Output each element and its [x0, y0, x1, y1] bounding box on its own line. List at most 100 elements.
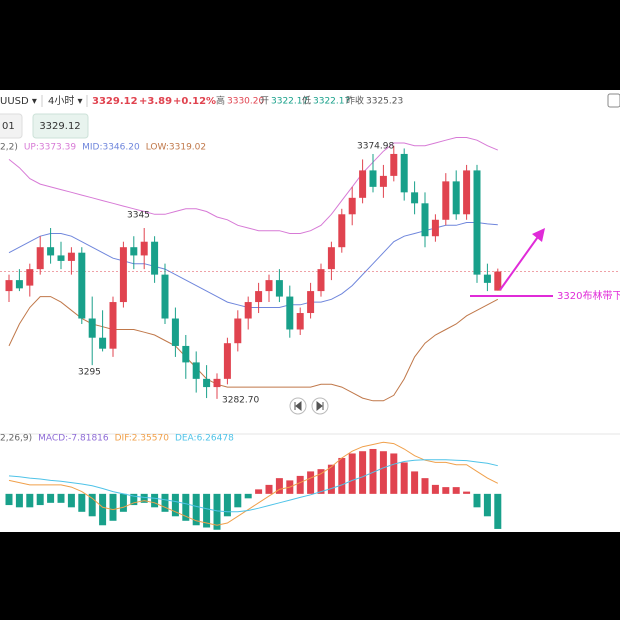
- macd-bar: [411, 471, 419, 494]
- macd-bar: [307, 471, 315, 494]
- interval[interactable]: 4小时 ▾: [48, 95, 83, 107]
- change-pct: +0.12%: [173, 96, 216, 107]
- candle-body: [192, 362, 200, 379]
- legend-item: LOW:3319.02: [146, 143, 206, 153]
- macd-bar: [390, 453, 398, 494]
- macd-bar: [317, 469, 325, 494]
- macd-bar: [359, 451, 367, 494]
- candle-body: [244, 302, 252, 319]
- legend-item: MACD:-7.81816: [38, 434, 109, 444]
- candle-body: [88, 318, 96, 338]
- macd-bar: [255, 489, 263, 494]
- candle-body: [213, 378, 221, 388]
- open-label: 开: [260, 96, 269, 107]
- candle-body: [47, 247, 55, 256]
- next-icon: [316, 400, 324, 412]
- low-label: 低: [302, 95, 311, 107]
- legend-item: DIF:2.35570: [115, 434, 170, 444]
- macd-bar: [338, 457, 346, 494]
- candle-body: [296, 313, 304, 330]
- macd-bar: [36, 493, 44, 506]
- input-box[interactable]: [0, 113, 23, 139]
- candle-body: [265, 280, 273, 292]
- candle-body: [379, 175, 387, 187]
- legend-item: UP:3373.39: [24, 143, 77, 153]
- macd-bar: [67, 493, 75, 508]
- macd-bar: [78, 493, 86, 512]
- price-box[interactable]: [32, 113, 89, 139]
- candle-body: [338, 214, 346, 248]
- high: 3330.20: [227, 97, 264, 107]
- price-box-value[interactable]: 3329.12: [39, 121, 80, 132]
- candle-body: [57, 255, 65, 261]
- candle-body: [130, 247, 138, 256]
- menu-button[interactable]: [607, 93, 620, 108]
- candle-body: [400, 153, 408, 193]
- candle-body: [203, 378, 211, 388]
- candle-body: [442, 181, 450, 220]
- candle-body: [473, 170, 481, 275]
- macd-bar: [57, 493, 65, 503]
- macd-bar: [47, 493, 55, 503]
- macd-bar: [182, 493, 190, 521]
- candle-body: [182, 345, 190, 363]
- candle-body: [109, 302, 117, 349]
- candle-body: [483, 274, 491, 283]
- candle-body: [234, 318, 242, 344]
- macd-bar: [431, 484, 439, 494]
- candle-body: [390, 153, 398, 176]
- macd-bar: [203, 493, 211, 528]
- input-value[interactable]: 01: [2, 121, 15, 132]
- candle-body: [5, 280, 13, 292]
- band-line: [8, 137, 498, 234]
- drawn-arrow: [499, 233, 541, 291]
- macd-bar: [161, 493, 169, 512]
- candle-body: [171, 318, 179, 346]
- macd-bar: [296, 475, 304, 494]
- legend-item: 2,2): [0, 143, 18, 153]
- candle-body: [286, 296, 294, 330]
- macd-bar: [265, 484, 273, 494]
- macd-bar: [151, 493, 159, 508]
- candle-body: [140, 241, 148, 256]
- candle-body: [327, 247, 335, 270]
- macd-bar: [130, 493, 138, 506]
- macd-line: [8, 459, 498, 513]
- macd-bar: [88, 493, 96, 517]
- price-annotation: 3374.98: [357, 142, 394, 152]
- candle-body: [99, 337, 107, 349]
- candle-body: [421, 203, 429, 237]
- candle-body: [307, 291, 315, 314]
- legend-item: DEA:6.26478: [175, 434, 234, 444]
- legend-item: MID:3346.20: [82, 143, 140, 153]
- high-label: 高: [216, 95, 225, 107]
- macd-bar: [192, 493, 200, 526]
- macd-bar: [494, 493, 502, 529]
- candle-body: [359, 170, 367, 198]
- macd-bar: [327, 464, 335, 494]
- candle-body: [151, 241, 159, 275]
- candle-body: [67, 252, 75, 261]
- macd-bar: [483, 493, 491, 517]
- price-annotation: 3295: [78, 368, 101, 378]
- macd-bar: [99, 493, 107, 526]
- candle-body: [275, 280, 283, 297]
- candle-body: [15, 280, 23, 289]
- macd-bar: [15, 493, 23, 508]
- macd-bar: [234, 493, 242, 508]
- band-line: [8, 222, 498, 308]
- macd-bar: [5, 493, 13, 506]
- macd-bar: [26, 493, 34, 508]
- macd-bar: [473, 493, 481, 508]
- symbol[interactable]: UUSD ▾: [0, 96, 37, 107]
- macd-bar: [348, 453, 356, 494]
- macd-bar: [421, 478, 429, 494]
- candle-body: [431, 219, 439, 237]
- price-annotation: 3282.70: [222, 396, 259, 406]
- macd-bar: [244, 493, 252, 499]
- open: 3322.17: [271, 97, 308, 107]
- macd-bar: [119, 493, 127, 512]
- candle-body: [255, 291, 263, 303]
- candle-body: [317, 269, 325, 292]
- legend-item: 2,26,9): [0, 434, 32, 444]
